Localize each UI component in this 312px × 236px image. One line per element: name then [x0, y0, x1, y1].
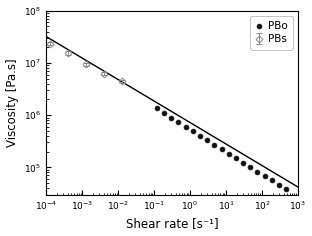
- PBo: [220, 148, 223, 151]
- PBo: [256, 170, 259, 173]
- PBo: [162, 112, 166, 114]
- PBo: [284, 188, 288, 191]
- PBo: [212, 143, 216, 146]
- PBo: [234, 157, 238, 160]
- PBo: [277, 184, 281, 186]
- Line: PBo: PBo: [154, 106, 289, 192]
- PBo: [184, 125, 188, 128]
- PBo: [191, 130, 195, 133]
- PBo: [205, 139, 209, 142]
- Legend: PBo, PBs: PBo, PBs: [250, 16, 293, 50]
- X-axis label: Shear rate [s⁻¹]: Shear rate [s⁻¹]: [126, 217, 218, 230]
- PBo: [169, 116, 173, 119]
- Y-axis label: Viscosity [Pa.s]: Viscosity [Pa.s]: [6, 58, 18, 147]
- PBo: [198, 135, 202, 137]
- PBo: [176, 121, 180, 124]
- PBo: [270, 179, 274, 182]
- PBo: [227, 153, 231, 156]
- PBo: [155, 107, 159, 110]
- PBo: [263, 175, 267, 177]
- PBo: [248, 166, 252, 169]
- PBo: [241, 161, 245, 164]
